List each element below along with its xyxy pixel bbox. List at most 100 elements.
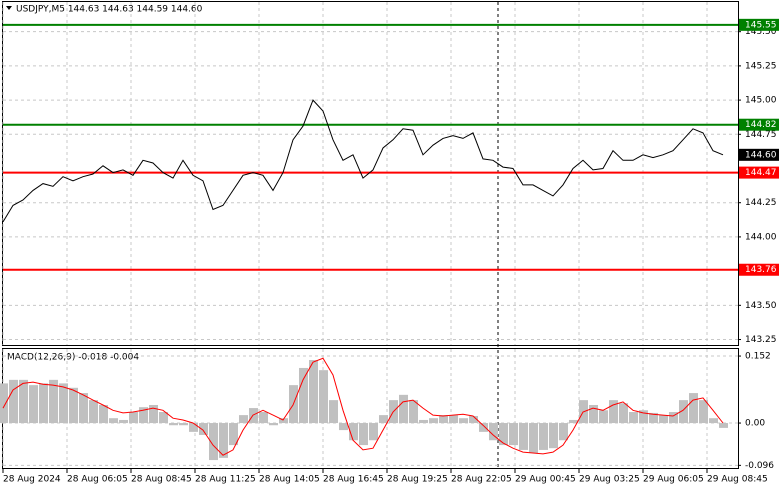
macd-bar (559, 423, 568, 441)
x-tick-label: 29 Aug 03:25 (579, 475, 640, 485)
macd-bar (459, 418, 468, 424)
macd-bar (529, 423, 538, 454)
x-tick-label: 29 Aug 08:45 (707, 475, 768, 485)
macd-bar (649, 412, 658, 424)
macd-bar (109, 418, 118, 424)
macd-bar (149, 404, 158, 424)
macd-bar (269, 423, 278, 426)
y-tick-label: 144.75 (745, 130, 777, 140)
macd-bar (379, 415, 388, 424)
macd-bar (229, 423, 238, 446)
macd-bar (349, 423, 358, 441)
macd-bar (49, 379, 58, 424)
macd-bar (429, 418, 438, 424)
macd-bar (699, 400, 708, 424)
macd-bar (359, 423, 368, 446)
macd-bar (249, 408, 258, 424)
x-tick-label: 28 Aug 06:05 (67, 475, 128, 485)
macd-bar (209, 423, 218, 461)
macd-bar (659, 415, 668, 424)
macd-bar (719, 423, 728, 428)
menu-arrow (6, 6, 12, 10)
price-line (2, 99, 724, 223)
macd-bar (129, 412, 138, 424)
macd-bar (589, 404, 598, 424)
macd-bar (99, 404, 108, 424)
y-tick-label: 143.25 (745, 335, 777, 345)
macd-bar (179, 423, 188, 426)
macd-bar (199, 423, 208, 435)
last-price-label: 144.60 (745, 150, 777, 160)
macd-bar (489, 423, 498, 441)
macd-bar (539, 423, 548, 450)
signal-line (2, 357, 724, 456)
x-tick-label: 28 Aug 2024 (3, 475, 61, 485)
x-tick-label: 28 Aug 08:45 (131, 475, 192, 485)
level-label: 144.82 (745, 120, 777, 130)
macd-bar (169, 423, 178, 426)
macd-bar (0, 383, 8, 424)
macd-bar (499, 423, 508, 446)
level-label: 144.47 (745, 168, 777, 178)
macd-bar (439, 415, 448, 424)
macd-bar (509, 423, 518, 446)
x-tick-label: 28 Aug 16:45 (323, 475, 384, 485)
macd-bar (319, 370, 328, 424)
macd-bar (119, 419, 128, 424)
level-label-box (739, 18, 779, 31)
x-tick-label: 28 Aug 22:05 (451, 475, 512, 485)
level-label: 143.76 (745, 265, 777, 275)
level-label: 145.55 (745, 20, 777, 30)
macd-bar (19, 379, 28, 424)
price-panel-frame (2, 1, 739, 346)
macd-bar (479, 423, 488, 432)
macd-bar (689, 393, 698, 424)
y-tick-label: 0.00 (745, 419, 765, 429)
y-tick-label: -0.096 (745, 461, 774, 471)
y-tick-label: 145.25 (745, 61, 777, 71)
x-tick-label: 29 Aug 06:05 (643, 475, 704, 485)
macd-bar (629, 412, 638, 424)
macd-bar (299, 367, 308, 424)
macd-bar (569, 419, 578, 424)
macd-bar (29, 385, 38, 424)
macd-bar (449, 415, 458, 424)
level-label-box (739, 263, 779, 276)
y-tick-label: 0.152 (745, 352, 771, 362)
macd-bar (619, 403, 628, 424)
y-tick-label: 144.00 (745, 232, 777, 242)
y-tick-label: 144.25 (745, 198, 777, 208)
macd-bar (189, 423, 198, 432)
x-tick-label: 28 Aug 14:05 (259, 475, 320, 485)
macd-bar (339, 423, 348, 431)
x-tick-label: 28 Aug 19:25 (387, 475, 448, 485)
level-label-box (739, 118, 779, 131)
macd-bar (259, 412, 268, 424)
macd-bar (89, 400, 98, 424)
macd-bar (139, 407, 148, 424)
last-price-box (739, 148, 779, 161)
macd-bar (369, 423, 378, 441)
macd-bar (549, 423, 558, 449)
macd-bar (399, 394, 408, 424)
x-tick-label: 28 Aug 11:25 (195, 475, 256, 485)
macd-bar (159, 412, 168, 424)
macd-bar (519, 423, 528, 450)
macd-bar (599, 410, 608, 424)
macd-bar (239, 415, 248, 424)
macd-bar (469, 415, 478, 424)
macd-bar (679, 400, 688, 424)
macd-bar (639, 410, 648, 424)
macd-bar (329, 400, 338, 424)
macd-bar (709, 418, 718, 424)
macd-bar (69, 387, 78, 424)
y-tick-label: 145.00 (745, 96, 777, 106)
macd-bar (309, 360, 318, 424)
macd-bar (79, 393, 88, 424)
macd-bar (279, 418, 288, 424)
macd-bar (669, 412, 678, 424)
level-label-box (739, 166, 779, 179)
x-tick-label: 29 Aug 00:45 (515, 475, 576, 485)
macd-bar (39, 383, 48, 424)
